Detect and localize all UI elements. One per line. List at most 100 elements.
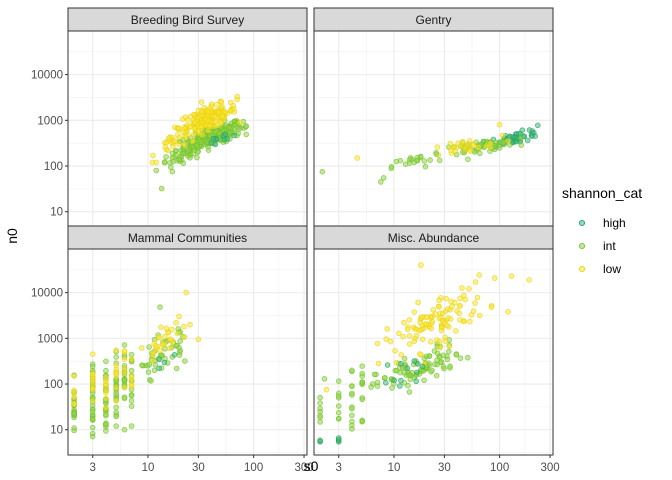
- data-point-int: [371, 371, 378, 378]
- data-point-low: [424, 314, 430, 321]
- data-point-int: [71, 410, 77, 417]
- data-point-low: [383, 336, 390, 342]
- data-point-low: [444, 306, 451, 312]
- data-point-low: [374, 340, 381, 347]
- data-point-int: [194, 154, 200, 161]
- data-point-low: [447, 316, 454, 322]
- data-point-low: [205, 117, 212, 124]
- data-point-low: [195, 128, 202, 134]
- data-point-int: [176, 352, 183, 358]
- facet-panel: Misc. Abundance: [313, 225, 554, 456]
- data-point-int: [405, 382, 411, 389]
- data-point-low: [488, 304, 495, 310]
- data-point-int: [212, 129, 219, 135]
- data-point-int: [121, 342, 128, 348]
- points-layer: [149, 93, 250, 192]
- data-point-int: [457, 355, 464, 362]
- data-point-low: [103, 378, 109, 385]
- data-point-high: [419, 363, 426, 370]
- data-point-low: [113, 362, 119, 369]
- data-point-low: [417, 351, 423, 357]
- data-point-int: [103, 367, 109, 374]
- data-point-int: [359, 396, 366, 403]
- data-point-high: [404, 365, 411, 372]
- data-point-int: [103, 411, 109, 418]
- data-point-int: [319, 168, 326, 175]
- data-point-high: [210, 135, 217, 142]
- data-point-low: [406, 333, 413, 339]
- data-point-low: [163, 139, 170, 146]
- data-point-low: [443, 295, 449, 302]
- data-point-low: [416, 327, 423, 334]
- data-point-low: [195, 336, 202, 343]
- data-point-low: [436, 303, 442, 310]
- data-point-low: [176, 313, 182, 320]
- data-point-int: [148, 377, 154, 384]
- data-point-int: [243, 131, 250, 138]
- data-point-low: [198, 99, 205, 105]
- data-point-low: [476, 272, 483, 278]
- data-point-int: [500, 139, 507, 145]
- legend-key-int: [578, 242, 586, 250]
- data-point-int: [163, 154, 169, 160]
- points-layer: [71, 289, 202, 440]
- data-point-low: [204, 113, 211, 119]
- data-point-int: [317, 405, 323, 412]
- data-point-int: [161, 159, 168, 165]
- data-point-low: [460, 292, 467, 299]
- data-point-low: [175, 125, 182, 132]
- data-point-low: [195, 114, 201, 121]
- legend-title: shannon_cat: [562, 185, 642, 201]
- legend-label-high: high: [603, 216, 626, 230]
- legend: shannon_cat high int low: [562, 185, 642, 276]
- data-point-low: [89, 385, 96, 392]
- x-tick-label: 3: [336, 462, 342, 474]
- data-point-low: [218, 99, 225, 105]
- data-point-int: [445, 348, 452, 355]
- data-point-low: [161, 333, 168, 340]
- data-point-low: [89, 398, 96, 404]
- data-point-low: [505, 138, 511, 144]
- data-point-int: [128, 351, 135, 358]
- data-point-low: [121, 365, 128, 372]
- data-point-int: [382, 374, 388, 381]
- data-point-int: [139, 362, 145, 369]
- data-point-int: [436, 157, 443, 164]
- data-point-low: [430, 306, 437, 313]
- data-point-low: [401, 319, 407, 326]
- data-point-int: [406, 372, 412, 378]
- data-point-low: [207, 123, 213, 129]
- data-point-low: [159, 341, 166, 348]
- data-point-low: [464, 142, 471, 149]
- data-point-low: [466, 285, 472, 292]
- data-point-int: [226, 124, 232, 130]
- data-point-int: [121, 394, 128, 401]
- data-point-int: [427, 157, 433, 163]
- data-point-low: [439, 310, 446, 317]
- data-point-int: [113, 390, 119, 397]
- data-point-low: [423, 320, 430, 327]
- x-tick-label: 30: [192, 462, 205, 474]
- data-point-low: [406, 317, 413, 323]
- data-point-low: [201, 104, 208, 111]
- data-point-int: [359, 418, 366, 425]
- data-point-low: [456, 310, 463, 317]
- data-point-high: [335, 435, 342, 441]
- data-point-int: [368, 384, 374, 390]
- data-point-low: [212, 123, 219, 129]
- data-point-low: [205, 127, 211, 134]
- data-point-low: [174, 330, 181, 337]
- y-tick-label: 10000: [31, 70, 63, 82]
- data-point-int: [157, 304, 163, 311]
- data-point-int: [359, 370, 366, 377]
- legend-key-low: [578, 265, 586, 273]
- data-point-low: [153, 342, 159, 349]
- data-point-int: [103, 358, 109, 365]
- data-point-low: [434, 144, 441, 150]
- data-point-high: [398, 377, 404, 384]
- x-tick-label: 300: [294, 462, 313, 474]
- y-tick-label: 100: [44, 161, 63, 173]
- x-tick-label: 100: [244, 462, 263, 474]
- data-point-int: [194, 142, 200, 149]
- data-point-low: [182, 135, 189, 141]
